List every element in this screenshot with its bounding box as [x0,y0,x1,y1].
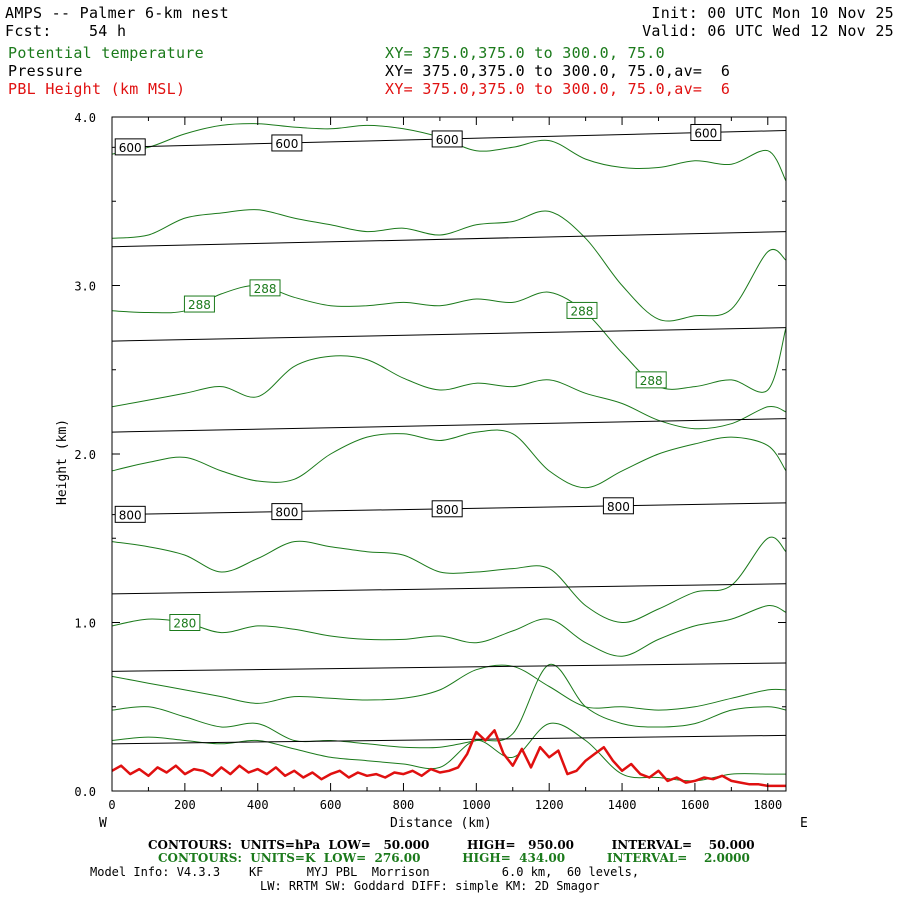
y-tick-label-0: 0.0 [74,785,96,799]
y-tick-label-2: 2.0 [74,448,96,462]
pressure-label-box-0-0 [114,138,146,156]
theta-label-box-2-3 [635,371,667,389]
y-tick-label-3: 3.0 [74,280,96,294]
valid-time: Valid: 06 UTC Wed 12 Nov 25 [642,22,894,40]
pressure-contour-3 [112,418,786,433]
theta-label-2-0: 288 [188,298,211,312]
pressure-label-0-1: 600 [275,137,298,151]
x-tick-label-7: 1400 [608,798,637,812]
theta-label-2-1: 288 [254,282,277,296]
theta-contour-4 [112,429,786,489]
pressure-label-0-2: 600 [436,133,459,147]
init-time: Init: 00 UTC Mon 10 Nov 25 [651,4,894,22]
x-axis-right-end: E [800,816,808,831]
theta-contour-2 [112,284,786,393]
y-axis-title: Height (km) [55,418,70,505]
pressure-label-0-0: 600 [119,141,142,155]
theta-contour-6 [112,605,786,657]
field2-name: Pressure [8,62,83,80]
theta-contour-7 [112,664,786,711]
x-tick-label-0: 0 [108,798,115,812]
field3-name: PBL Height (km MSL) [8,80,186,98]
pressure-contour-5 [112,583,786,595]
theta-label-box-6-0 [169,614,201,631]
theta-label-box-2-0 [183,295,215,313]
field1-name: Potential temperature [8,44,204,62]
pressure-label-box-4-3 [602,497,634,515]
x-tick-label-5: 1000 [462,798,491,812]
x-tick-label-2: 400 [247,798,269,812]
pressure-label-box-4-0 [114,505,146,523]
pressure-contour-info: CONTOURS: UNITS=hPa LOW= 50.000 HIGH= 95… [148,838,755,852]
x-tick-label-1: 200 [174,798,196,812]
theta-label-6-0: 280 [173,617,196,631]
x-tick-label-9: 1800 [753,798,782,812]
theta-contour-1 [112,209,786,322]
theta-label-2-3: 288 [640,374,663,388]
pressure-label-4-1: 800 [275,506,298,520]
y-tick-label-1: 1.0 [74,617,96,631]
pbl-height-line [112,729,786,788]
pressure-label-box-0-2 [431,130,463,148]
theta-contour-5 [112,536,786,624]
pressure-contour-6 [112,662,786,672]
field2-xy: XY= 375.0,375.0 to 300.0, 75.0,av= 6 [385,62,731,80]
pressure-label-box-0-3 [690,123,722,141]
pressure-contour-2 [112,327,786,342]
pressure-contour-1 [112,231,786,248]
pressure-label-4-3: 800 [607,500,630,514]
theta-label-box-2-1 [249,279,281,297]
x-tick-label-8: 1600 [680,798,709,812]
model-info: Model Info: V4.3.3 KF MYJ PBL Morrison 6… [90,865,640,879]
theta-contour-info: CONTOURS: UNITS=K LOW= 276.00 HIGH= 434.… [158,851,750,865]
theta-label-box-2-2 [566,301,598,319]
x-tick-label-3: 600 [320,798,342,812]
theta-contour-8 [112,664,786,749]
x-tick-label-6: 1200 [535,798,564,812]
pressure-label-0-3: 600 [694,126,717,140]
field3-xy: XY= 375.0,375.0 to 300.0, 75.0,av= 6 [385,80,731,98]
field1-xy: XY= 375.0,375.0 to 300.0, 75.0 [385,44,665,62]
page-title: AMPS -- Palmer 6-km nest [5,4,229,22]
pressure-label-box-4-2 [431,500,463,518]
plot-frame [111,116,787,792]
pressure-label-box-0-1 [271,134,303,152]
y-tick-label-4: 4.0 [74,111,96,125]
model-info-physics: LW: RRTM SW: Goddard DIFF: simple KM: 2D… [260,879,600,893]
x-axis-title: Distance (km) [390,816,492,831]
pressure-label-4-2: 800 [436,503,459,517]
x-tick-label-4: 800 [393,798,415,812]
theta-label-2-2: 288 [571,304,594,318]
forecast-hour: Fcst: 54 h [5,22,127,40]
theta-contour-9 [112,722,786,782]
theta-contour-3 [112,355,786,430]
pressure-label-4-0: 800 [119,508,142,522]
x-axis-left-end: W [99,816,107,831]
pressure-contour-7 [112,734,786,745]
pressure-label-box-4-1 [271,503,303,521]
